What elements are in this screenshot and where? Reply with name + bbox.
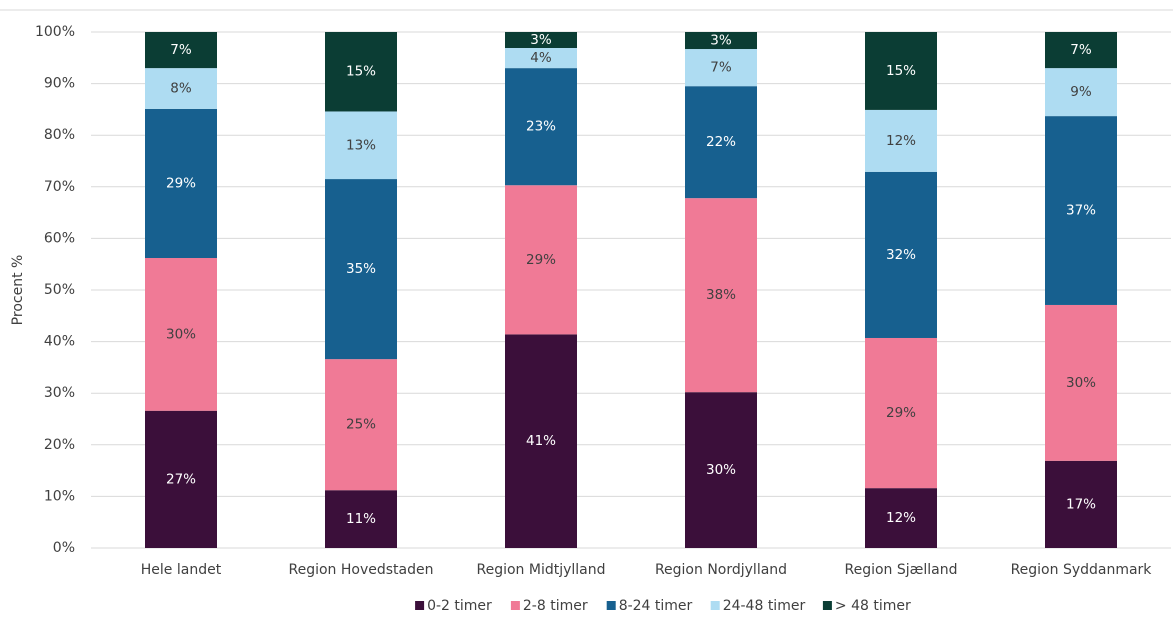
data-label: 17% bbox=[1066, 496, 1096, 512]
data-label: 9% bbox=[1070, 84, 1092, 100]
data-label: 11% bbox=[346, 511, 376, 527]
bar-segment bbox=[1045, 304, 1117, 461]
data-label: 29% bbox=[166, 175, 196, 191]
data-label: 15% bbox=[346, 64, 376, 80]
bar-segment bbox=[145, 32, 217, 69]
y-tick-label: 40% bbox=[44, 334, 75, 350]
bar-segment bbox=[865, 109, 937, 172]
y-tick-label: 90% bbox=[44, 76, 75, 92]
x-tick-label: Region Midtjylland bbox=[476, 562, 605, 578]
legend-label: > 48 timer bbox=[835, 598, 911, 614]
data-label: 7% bbox=[170, 42, 192, 58]
data-label: 8% bbox=[170, 81, 192, 97]
bar-segment bbox=[865, 171, 937, 338]
legend-swatch bbox=[710, 601, 720, 610]
legend-label: 24-48 timer bbox=[723, 598, 806, 614]
data-label: 3% bbox=[530, 32, 552, 48]
bar-segment bbox=[685, 32, 757, 50]
data-label: 7% bbox=[1070, 42, 1092, 58]
bar-segment bbox=[685, 392, 757, 548]
data-label: 22% bbox=[706, 134, 736, 150]
bar-segment bbox=[685, 86, 757, 199]
x-tick-label: Hele landet bbox=[141, 562, 222, 578]
data-label: 3% bbox=[710, 33, 732, 49]
bar-segment bbox=[145, 258, 217, 411]
bar-segment bbox=[145, 410, 217, 548]
bar-segment bbox=[505, 68, 577, 186]
bar-segment bbox=[145, 68, 217, 109]
x-tick-label: Region Sjælland bbox=[844, 562, 957, 578]
data-label: 4% bbox=[530, 50, 552, 66]
legend-label: 8-24 timer bbox=[619, 598, 693, 614]
data-label: 30% bbox=[706, 462, 736, 478]
data-label: 12% bbox=[886, 133, 916, 149]
bar-segment bbox=[865, 488, 937, 548]
bar-segment bbox=[685, 49, 757, 87]
bar-segment bbox=[505, 32, 577, 48]
legend-label: 0-2 timer bbox=[427, 598, 492, 614]
y-tick-label: 70% bbox=[44, 179, 75, 195]
y-tick-label: 100% bbox=[35, 24, 75, 40]
data-label: 27% bbox=[166, 471, 196, 487]
bar-segment bbox=[505, 47, 577, 69]
bar-segment bbox=[505, 334, 577, 548]
data-label: 7% bbox=[710, 60, 732, 76]
data-label: 38% bbox=[706, 287, 736, 303]
data-label: 15% bbox=[886, 63, 916, 79]
y-tick-label: 50% bbox=[44, 282, 75, 298]
bar-segment bbox=[325, 179, 397, 360]
y-axis-label: Procent % bbox=[10, 255, 26, 326]
data-label: 23% bbox=[526, 119, 556, 135]
bar-segment bbox=[325, 359, 397, 491]
y-tick-label: 60% bbox=[44, 230, 75, 246]
data-label: 35% bbox=[346, 261, 376, 277]
data-label: 30% bbox=[1066, 375, 1096, 391]
bar-segment bbox=[1045, 116, 1117, 305]
legend-label: 2-8 timer bbox=[523, 598, 588, 614]
data-label: 12% bbox=[886, 510, 916, 526]
bar-segment bbox=[325, 490, 397, 548]
bar-segment bbox=[865, 337, 937, 489]
bar-segment bbox=[1045, 68, 1117, 117]
bar-segment bbox=[865, 32, 937, 110]
legend-swatch bbox=[415, 601, 425, 610]
y-tick-label: 80% bbox=[44, 127, 75, 143]
x-tick-label: Region Hovedstaden bbox=[289, 562, 434, 578]
bar-segment bbox=[145, 108, 217, 259]
data-label: 29% bbox=[526, 252, 556, 268]
bar-segment bbox=[1045, 32, 1117, 69]
y-tick-label: 0% bbox=[53, 540, 75, 556]
y-tick-label: 10% bbox=[44, 488, 75, 504]
legend-swatch bbox=[822, 601, 832, 610]
bar-segment bbox=[505, 185, 577, 335]
data-label: 32% bbox=[886, 247, 916, 263]
x-tick-label: Region Syddanmark bbox=[1011, 562, 1153, 578]
legend-swatch bbox=[606, 601, 616, 610]
bar-segment bbox=[1045, 460, 1117, 548]
data-label: 37% bbox=[1066, 203, 1096, 219]
data-label: 29% bbox=[886, 405, 916, 421]
bar-segment bbox=[325, 111, 397, 180]
data-label: 41% bbox=[526, 433, 556, 449]
bar-segment bbox=[685, 198, 757, 393]
legend-swatch bbox=[510, 601, 520, 610]
data-label: 13% bbox=[346, 137, 376, 153]
bar-segment bbox=[325, 32, 397, 112]
data-label: 25% bbox=[346, 417, 376, 433]
x-tick-label: Region Nordjylland bbox=[655, 562, 787, 578]
y-tick-label: 30% bbox=[44, 385, 75, 401]
y-tick-label: 20% bbox=[44, 437, 75, 453]
data-label: 30% bbox=[166, 326, 196, 342]
